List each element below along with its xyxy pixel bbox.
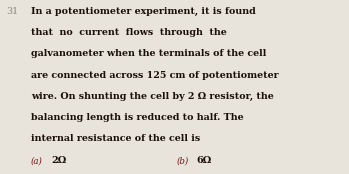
Text: In a potentiometer experiment, it is found: In a potentiometer experiment, it is fou… [31, 7, 255, 16]
Text: internal resistance of the cell is: internal resistance of the cell is [31, 134, 200, 143]
Text: (b): (b) [176, 156, 188, 165]
Text: galvanometer when the terminals of the cell: galvanometer when the terminals of the c… [31, 49, 266, 58]
Text: (a): (a) [31, 156, 43, 165]
Text: are connected across 125 cm of potentiometer: are connected across 125 cm of potentiom… [31, 71, 279, 80]
Text: that  no  current  flows  through  the: that no current flows through the [31, 28, 227, 37]
Text: 31: 31 [6, 7, 18, 16]
Text: balancing length is reduced to half. The: balancing length is reduced to half. The [31, 113, 243, 122]
Text: 2Ω: 2Ω [52, 156, 67, 165]
Text: 6Ω: 6Ω [196, 156, 211, 165]
Text: wire. On shunting the cell by 2 Ω resistor, the: wire. On shunting the cell by 2 Ω resist… [31, 92, 274, 101]
